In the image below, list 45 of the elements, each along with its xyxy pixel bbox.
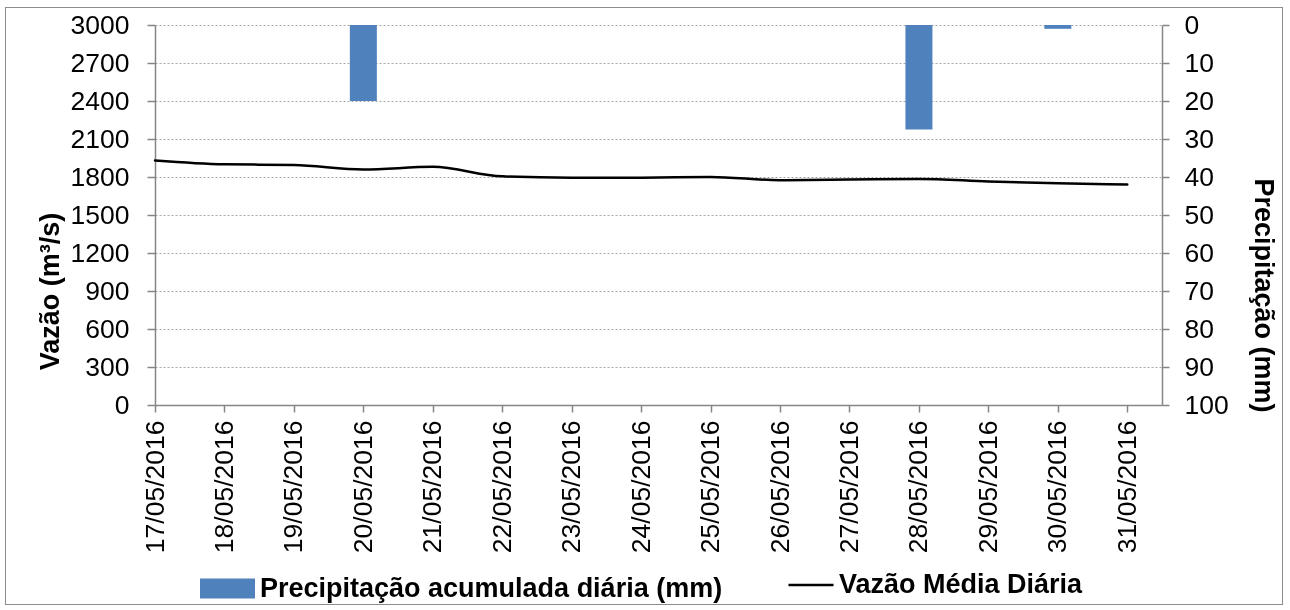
x-tick-label: 27/05/2016 [833,420,864,554]
y2-tick-label: 90 [1184,351,1214,382]
x-tick-label: 30/05/2016 [1042,420,1073,554]
y-tick-label: 1800 [70,161,130,192]
y2-tick-label: 30 [1184,123,1214,154]
bar [1044,25,1072,29]
x-tick-label: 17/05/2016 [139,420,170,554]
x-tick-label: 26/05/2016 [764,420,795,554]
y2-tick-label: 50 [1184,199,1214,230]
y2-tick-label: 70 [1184,275,1214,306]
x-tick-label: 20/05/2016 [347,420,378,554]
x-tick-label: 23/05/2016 [556,420,587,554]
y2-tick-label: 40 [1184,161,1214,192]
y-tick-label: 2700 [70,47,130,78]
x-tick-label: 22/05/2016 [486,420,517,554]
x-tick-label: 19/05/2016 [278,420,309,554]
x-tick-label: 29/05/2016 [972,420,1003,554]
y-tick-label: 3000 [70,9,130,40]
y-axis-title: Vazão (m³/s) [34,212,65,371]
x-tick-label: 18/05/2016 [208,420,239,554]
y2-tick-label: 20 [1184,85,1214,116]
x-tick-label: 21/05/2016 [417,420,448,554]
x-tick-label: 28/05/2016 [903,420,934,554]
y2-tick-label: 0 [1184,9,1200,40]
y2-axis-title: Precipitação (mm) [1248,178,1279,413]
bar [349,25,377,101]
bar [905,25,933,130]
y2-tick-label: 10 [1184,47,1214,78]
y2-tick-label: 60 [1184,237,1214,268]
y-tick-label: 1200 [70,237,130,268]
x-tick-label: 31/05/2016 [1111,420,1142,554]
y-tick-label: 600 [85,313,130,344]
y-tick-label: 2100 [70,123,130,154]
line-series [153,159,1129,186]
legend-label: Precipitação acumulada diária (mm) [260,572,723,603]
y-tick-label: 300 [85,351,130,382]
y-tick-label: 0 [114,389,130,420]
y-tick-label: 2400 [70,85,130,116]
y-tick-label: 900 [85,275,130,306]
x-tick-label: 24/05/2016 [625,420,656,554]
y2-tick-label: 80 [1184,313,1214,344]
y-tick-label: 1500 [70,199,130,230]
legend-label: Vazão Média Diária [839,569,1084,599]
y2-tick-label: 100 [1184,389,1229,420]
x-tick-label: 25/05/2016 [695,420,726,554]
